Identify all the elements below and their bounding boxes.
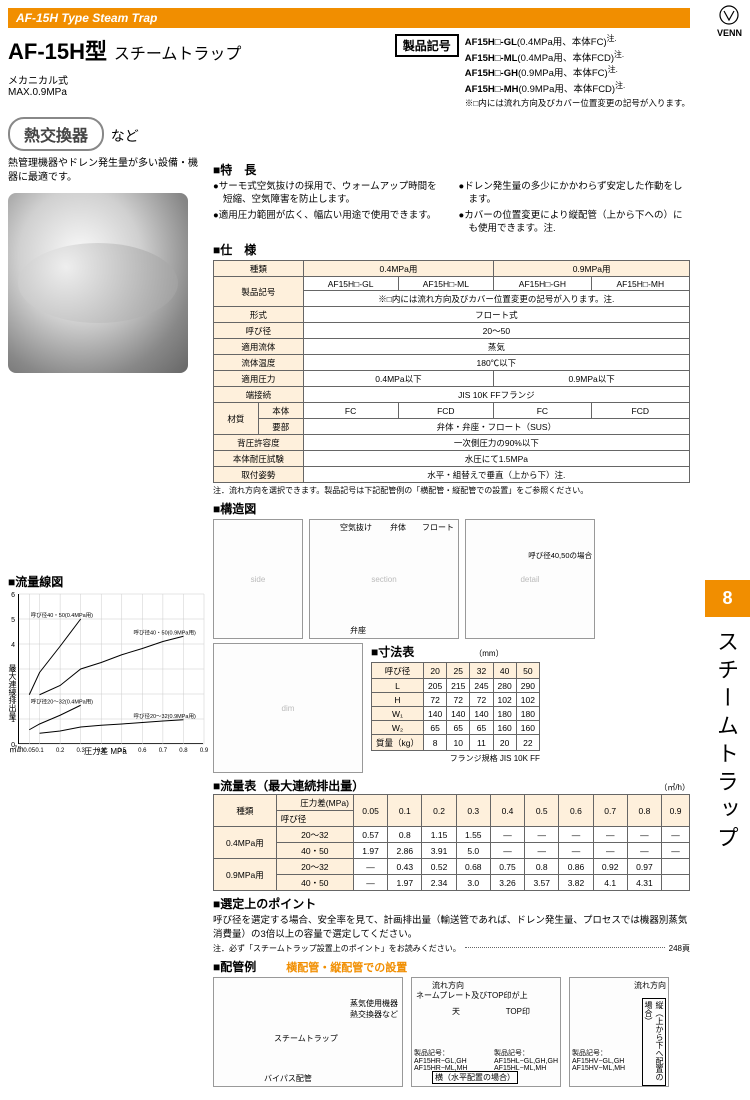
svg-text:0.3: 0.3 [76, 748, 85, 754]
product-photo [8, 193, 188, 373]
category-pill: 熱交換器 [8, 117, 104, 151]
features-list: サーモ式空気抜けの採用で、ウォームアップ時間を短縮、空気障害を防止します。 適用… [213, 180, 690, 237]
flow-chart: 最大連続排出量 012345600.050.10.20.30.40.50.60.… [18, 594, 203, 744]
svg-text:0.6: 0.6 [138, 748, 147, 754]
svg-text:呼び径20～32(0.4MPa用): 呼び径20～32(0.4MPa用) [31, 697, 94, 705]
svg-text:呼び径40・50(0.4MPa用): 呼び径40・50(0.4MPa用) [31, 611, 94, 619]
svg-text:6: 6 [11, 592, 15, 599]
selection-text: 呼び径を選定する場合、安全率を見て、計画排出量（輸送管であれば、ドレン発生量、プ… [213, 914, 690, 941]
piping-sub-heading: 横配管・縦配管での設置 [286, 959, 407, 975]
svg-text:5: 5 [11, 617, 15, 624]
svg-text:0.9: 0.9 [200, 748, 209, 754]
product-codes: AF15H□-GL(0.4MPa用、本体FC)注. AF15H□-ML(0.4M… [465, 34, 690, 109]
svg-text:0.5: 0.5 [118, 748, 127, 754]
intro-para: 熱管理機器やドレン発生量が多い設備・機器に最適です。 [8, 157, 203, 185]
dim-table: 呼び径2025324050L205215245280290H7272721021… [371, 662, 540, 751]
product-code-label: 製品記号 [395, 34, 459, 57]
spec-table: 種類0.4MPa用0.9MPa用製品記号AF15H□-GLAF15H□-MLAF… [213, 260, 690, 483]
svg-text:呼び径20～32(0.9MPa用): 呼び径20～32(0.9MPa用) [133, 712, 196, 720]
spec-heading: 仕 様 [213, 241, 690, 258]
svg-text:1: 1 [11, 717, 15, 724]
svg-text:4: 4 [11, 642, 15, 649]
spec-note: 注．流れ方向を選択できます。製品記号は下記配管例の「横配管・縦配管での設置」をご… [213, 485, 690, 496]
struct-heading: 構造図 [213, 500, 690, 517]
pill-suffix: など [111, 128, 139, 144]
brand-logo: VENN [717, 4, 742, 38]
svg-text:0.4: 0.4 [97, 748, 106, 754]
svg-text:0.8: 0.8 [179, 748, 188, 754]
flow-table: 種類圧力差(MPa)0.050.10.20.30.40.50.60.70.80.… [213, 794, 690, 891]
svg-text:0.1: 0.1 [35, 748, 44, 754]
section-tab: 8 [705, 580, 750, 617]
svg-text:0.7: 0.7 [159, 748, 168, 754]
features-heading: 特 長 [213, 161, 690, 178]
structure-diagrams: side 空気抜け 弁体 フロート 弁座 section 呼び径40,50の場合… [213, 519, 690, 639]
title-block: AF-15H型 スチームトラップ メカニカル式 MAX.0.9MPa [8, 34, 241, 98]
selection-heading: 選定上のポイント [213, 895, 690, 912]
flow-heading: 流量表（最大連続排出量） [213, 777, 364, 794]
piping-diagrams: 蒸気使用機器 熱交換器など スチームトラップ バイパス配管 流れ方向 ネームプレ… [213, 977, 690, 1087]
chart-heading: 流量線図 [8, 573, 203, 590]
dim-heading: 寸法表 [371, 643, 414, 660]
dim-diagram: dim [213, 643, 363, 773]
svg-text:0.2: 0.2 [56, 748, 65, 754]
section-label: スチームトラップ [710, 630, 742, 854]
svg-text:3: 3 [11, 667, 15, 674]
top-bar: AF-15H Type Steam Trap [8, 8, 690, 28]
selection-note: 注．必ず「スチームトラップ設置上のポイント」をお読みください。 [213, 943, 461, 954]
svg-text:2: 2 [11, 692, 15, 699]
svg-text:呼び径40・50(0.9MPa用): 呼び径40・50(0.9MPa用) [133, 628, 196, 636]
piping-heading: 配管例 [213, 958, 256, 975]
svg-text:0.05: 0.05 [23, 748, 35, 754]
